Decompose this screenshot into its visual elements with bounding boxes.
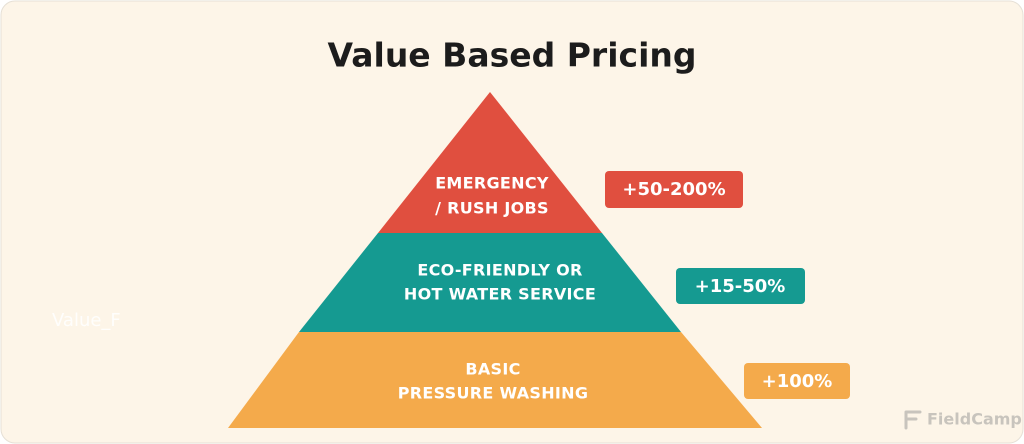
tier-label: PRESSURE WASHING xyxy=(398,384,589,403)
brand-icon xyxy=(904,410,922,430)
pyramid-top-tier xyxy=(378,92,602,233)
tier-label: ECO-FRIENDLY OR xyxy=(417,261,582,280)
price-badge xyxy=(605,171,743,208)
pyramid-middle-tier xyxy=(299,233,681,332)
badge-text: +15-50% xyxy=(695,276,786,297)
tier-label: / RUSH JOBS xyxy=(435,199,549,218)
price-badge xyxy=(744,363,850,399)
title: Value Based Pricing xyxy=(328,36,697,75)
pyramid-base-tier xyxy=(228,332,762,428)
watermark: Value_F xyxy=(52,310,121,331)
brand-name: FieldCamp xyxy=(927,410,1022,429)
price-badge xyxy=(676,268,805,304)
tier-label: HOT WATER SERVICE xyxy=(404,285,596,304)
brand-logo: FieldCamp xyxy=(904,410,1022,430)
badge-text: +100% xyxy=(762,371,833,392)
badge-text: +50-200% xyxy=(622,179,725,200)
tier-label: BASIC xyxy=(465,360,520,379)
tier-label: EMERGENCY xyxy=(435,174,549,193)
